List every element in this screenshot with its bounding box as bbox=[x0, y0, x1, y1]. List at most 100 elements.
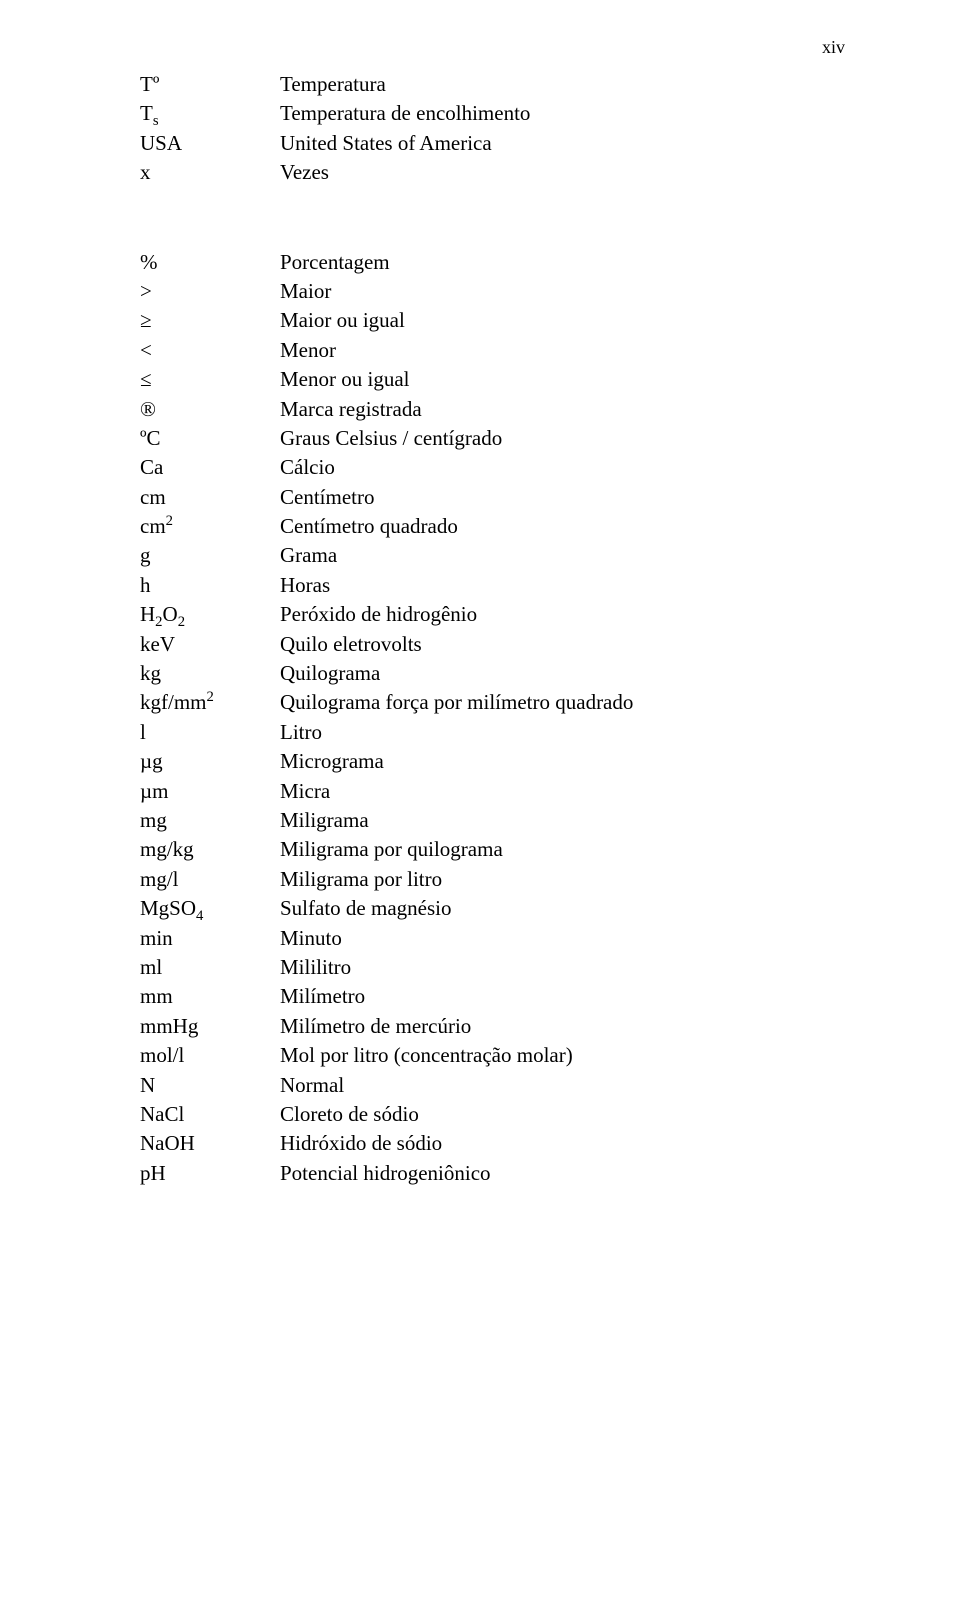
abbrev-symbol: kgf/mm2 bbox=[140, 688, 280, 717]
abbrev-description: Sulfato de magnésio bbox=[280, 894, 840, 923]
abbrev-description: Centímetro bbox=[280, 483, 840, 512]
abbrev-symbol: mol/l bbox=[140, 1041, 280, 1070]
abbrev-row: mmMilímetro bbox=[140, 982, 840, 1011]
abbrev-row: ®Marca registrada bbox=[140, 395, 840, 424]
abbrev-row: mgMiligrama bbox=[140, 806, 840, 835]
abbreviations-block-1: TºTemperaturaTsTemperatura de encolhimen… bbox=[140, 70, 840, 188]
abbrev-description: Normal bbox=[280, 1071, 840, 1100]
abbrev-description: Hidróxido de sódio bbox=[280, 1129, 840, 1158]
abbrev-description: Maior ou igual bbox=[280, 306, 840, 335]
abbrev-row: TsTemperatura de encolhimento bbox=[140, 99, 840, 128]
abbrev-symbol: H2O2 bbox=[140, 600, 280, 629]
abbrev-symbol: keV bbox=[140, 630, 280, 659]
abbrev-symbol: mg bbox=[140, 806, 280, 835]
abbrev-description: Horas bbox=[280, 571, 840, 600]
abbrev-row: NaOHHidróxido de sódio bbox=[140, 1129, 840, 1158]
abbrev-symbol: Ts bbox=[140, 99, 280, 128]
abbrev-symbol: Ca bbox=[140, 453, 280, 482]
abbrev-description: Milímetro bbox=[280, 982, 840, 1011]
abbrev-row: cm2Centímetro quadrado bbox=[140, 512, 840, 541]
abbrev-symbol: mm bbox=[140, 982, 280, 1011]
abbrev-symbol: ºC bbox=[140, 424, 280, 453]
abbrev-symbol: mg/kg bbox=[140, 835, 280, 864]
abbrev-description: Porcentagem bbox=[280, 248, 840, 277]
abbrev-description: Centímetro quadrado bbox=[280, 512, 840, 541]
abbrev-row: NNormal bbox=[140, 1071, 840, 1100]
abbrev-symbol: µg bbox=[140, 747, 280, 776]
abbrev-row: H2O2Peróxido de hidrogênio bbox=[140, 600, 840, 629]
abbrev-row: gGrama bbox=[140, 541, 840, 570]
abbrev-description: Vezes bbox=[280, 158, 840, 187]
abbrev-row: >Maior bbox=[140, 277, 840, 306]
abbrev-description: Quilo eletrovolts bbox=[280, 630, 840, 659]
abbrev-symbol: cm bbox=[140, 483, 280, 512]
abbrev-row: %Porcentagem bbox=[140, 248, 840, 277]
abbrev-description: Graus Celsius / centígrado bbox=[280, 424, 840, 453]
abbrev-row: kgf/mm2Quilograma força por milímetro qu… bbox=[140, 688, 840, 717]
abbrev-description: Temperatura de encolhimento bbox=[280, 99, 840, 128]
abbrev-row: NaClCloreto de sódio bbox=[140, 1100, 840, 1129]
abbrev-row: ≤Menor ou igual bbox=[140, 365, 840, 394]
abbrev-description: Cálcio bbox=[280, 453, 840, 482]
abbrev-description: Miligrama por litro bbox=[280, 865, 840, 894]
abbrev-symbol: NaOH bbox=[140, 1129, 280, 1158]
abbrev-row: minMinuto bbox=[140, 924, 840, 953]
abbrev-description: Potencial hidrogeniônico bbox=[280, 1159, 840, 1188]
abbrev-symbol: NaCl bbox=[140, 1100, 280, 1129]
abbrev-row: ºCGraus Celsius / centígrado bbox=[140, 424, 840, 453]
abbrev-symbol: ® bbox=[140, 395, 280, 424]
abbrev-symbol: < bbox=[140, 336, 280, 365]
abbrev-row: µgMicrograma bbox=[140, 747, 840, 776]
abbrev-description: Menor ou igual bbox=[280, 365, 840, 394]
abbrev-row: ≥Maior ou igual bbox=[140, 306, 840, 335]
abbreviations-block-2: %Porcentagem>Maior≥Maior ou igual<Menor≤… bbox=[140, 248, 840, 1189]
abbrev-row: hHoras bbox=[140, 571, 840, 600]
abbrev-symbol: Tº bbox=[140, 70, 280, 99]
abbrev-symbol: h bbox=[140, 571, 280, 600]
abbrev-description: Menor bbox=[280, 336, 840, 365]
abbrev-symbol: > bbox=[140, 277, 280, 306]
abbrev-symbol: pH bbox=[140, 1159, 280, 1188]
abbrev-description: Milímetro de mercúrio bbox=[280, 1012, 840, 1041]
abbrev-symbol: ml bbox=[140, 953, 280, 982]
abbrev-symbol: l bbox=[140, 718, 280, 747]
abbrev-row: pHPotencial hidrogeniônico bbox=[140, 1159, 840, 1188]
abbrev-description: Cloreto de sódio bbox=[280, 1100, 840, 1129]
abbrev-symbol: USA bbox=[140, 129, 280, 158]
abbrev-symbol: mmHg bbox=[140, 1012, 280, 1041]
abbrev-row: mlMililitro bbox=[140, 953, 840, 982]
abbrev-symbol: N bbox=[140, 1071, 280, 1100]
abbrev-description: Miligrama por quilograma bbox=[280, 835, 840, 864]
abbrev-description: Micra bbox=[280, 777, 840, 806]
abbrev-row: xVezes bbox=[140, 158, 840, 187]
abbrev-description: Minuto bbox=[280, 924, 840, 953]
abbrev-row: cmCentímetro bbox=[140, 483, 840, 512]
abbrev-row: kgQuilograma bbox=[140, 659, 840, 688]
abbrev-row: USAUnited States of America bbox=[140, 129, 840, 158]
abbrev-row: keVQuilo eletrovolts bbox=[140, 630, 840, 659]
abbrev-symbol: min bbox=[140, 924, 280, 953]
abbrev-description: Quilograma força por milímetro quadrado bbox=[280, 688, 840, 717]
abbrev-row: CaCálcio bbox=[140, 453, 840, 482]
abbrev-symbol: % bbox=[140, 248, 280, 277]
page-number: xiv bbox=[822, 35, 845, 60]
abbrev-row: <Menor bbox=[140, 336, 840, 365]
abbrev-symbol: µm bbox=[140, 777, 280, 806]
abbrev-row: µmMicra bbox=[140, 777, 840, 806]
abbrev-description: Mol por litro (concentração molar) bbox=[280, 1041, 840, 1070]
abbrev-row: mmHgMilímetro de mercúrio bbox=[140, 1012, 840, 1041]
abbrev-symbol: g bbox=[140, 541, 280, 570]
abbrev-row: lLitro bbox=[140, 718, 840, 747]
abbrev-row: mol/lMol por litro (concentração molar) bbox=[140, 1041, 840, 1070]
abbrev-symbol: MgSO4 bbox=[140, 894, 280, 923]
abbrev-symbol: ≥ bbox=[140, 306, 280, 335]
abbrev-row: TºTemperatura bbox=[140, 70, 840, 99]
abbrev-symbol: mg/l bbox=[140, 865, 280, 894]
abbrev-description: Miligrama bbox=[280, 806, 840, 835]
abbrev-row: MgSO4Sulfato de magnésio bbox=[140, 894, 840, 923]
section-gap bbox=[140, 188, 840, 248]
abbrev-symbol: kg bbox=[140, 659, 280, 688]
abbrev-description: Grama bbox=[280, 541, 840, 570]
abbrev-description: Marca registrada bbox=[280, 395, 840, 424]
abbrev-row: mg/kgMiligrama por quilograma bbox=[140, 835, 840, 864]
